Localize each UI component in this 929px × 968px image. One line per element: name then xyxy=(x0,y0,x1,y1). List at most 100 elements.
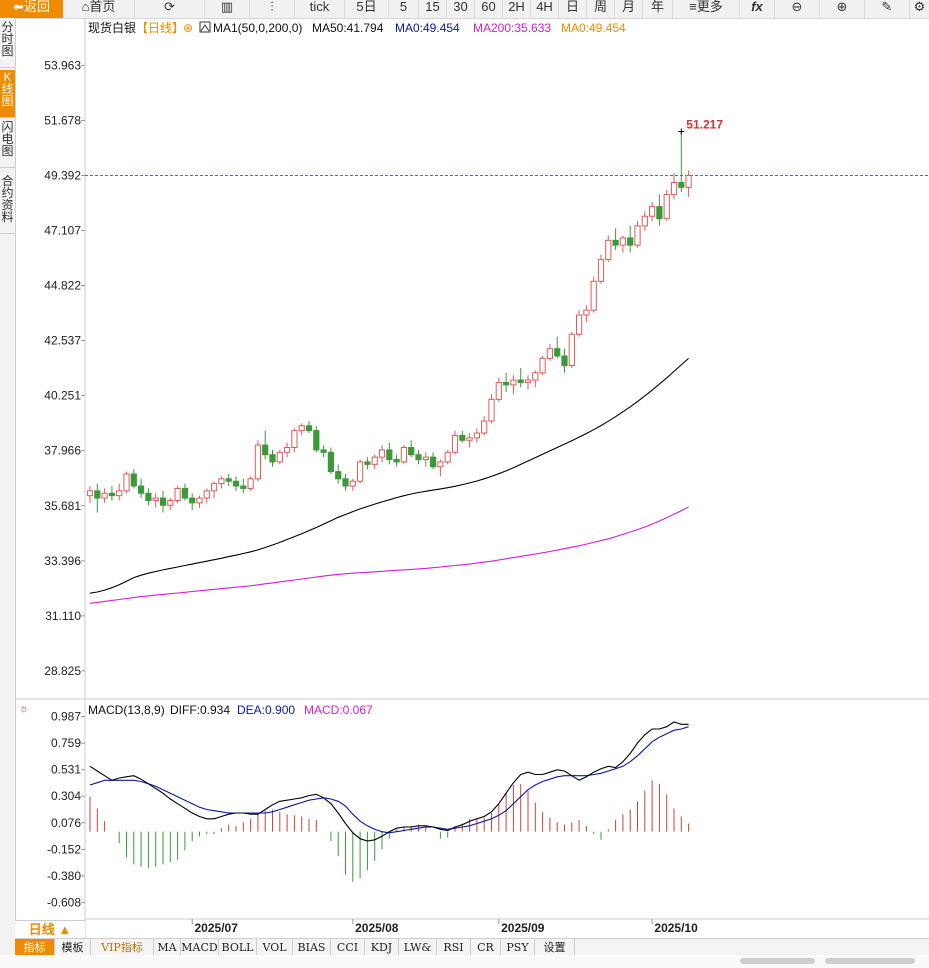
scroll-thumb-left[interactable] xyxy=(740,958,815,964)
tab-vol[interactable]: VOL xyxy=(257,939,293,956)
macd-y-tick-label: 0.304 xyxy=(51,789,81,803)
tab-vip[interactable]: VIP指标 xyxy=(91,939,154,956)
sidebar-item-contract[interactable]: 合约资料 xyxy=(0,174,15,234)
kline-type-button[interactable]: ▥ xyxy=(205,0,250,18)
macd-y-tick-label: 0.759 xyxy=(51,736,81,750)
tab-rsi[interactable]: RSI xyxy=(437,939,471,956)
candle-body xyxy=(116,490,123,497)
candle-body xyxy=(291,430,298,448)
candle xyxy=(685,170,692,197)
tick-button[interactable]: tick xyxy=(295,0,345,18)
period-5d-button[interactable]: 5日 xyxy=(345,0,389,18)
candle-body xyxy=(495,381,502,400)
period-month-button[interactable]: 月 xyxy=(615,0,643,18)
candle-body xyxy=(123,473,130,492)
tab-settings[interactable]: 设置 xyxy=(535,939,575,956)
candle xyxy=(430,452,437,470)
legend-ma0-orange: MA0:49.454 xyxy=(561,21,626,35)
refresh-icon: ⟳ xyxy=(164,0,175,14)
tab-bias[interactable]: BIAS xyxy=(293,939,331,956)
period-year-button[interactable]: 年 xyxy=(643,0,673,18)
formula-button[interactable]: fx xyxy=(740,0,775,18)
candle xyxy=(612,228,619,250)
candle-body xyxy=(473,432,480,439)
period-5-button[interactable]: 5 xyxy=(389,0,419,18)
x-tick-label: 2025/07 xyxy=(195,921,239,935)
candle-body xyxy=(225,478,232,482)
home-button[interactable]: ⌂首页 xyxy=(63,0,135,18)
period-2h-button[interactable]: 2H xyxy=(503,0,531,18)
settings-button[interactable]: ⚙ xyxy=(910,0,929,18)
candle-body xyxy=(576,314,583,335)
more-button[interactable]: ≡更多 xyxy=(673,0,740,18)
candle xyxy=(605,235,612,263)
candle-body xyxy=(342,478,349,487)
tab-indicator[interactable]: 指标 xyxy=(15,939,55,956)
candle-body xyxy=(510,379,517,386)
candle-body xyxy=(437,461,444,468)
candle-body xyxy=(612,239,619,246)
candle xyxy=(181,483,189,501)
period-4h-button[interactable]: 4H xyxy=(531,0,559,18)
candle xyxy=(488,394,495,424)
candle xyxy=(94,483,101,513)
period-selector[interactable]: 日线 ▲ xyxy=(15,920,85,939)
candle-body xyxy=(641,215,648,227)
sidebar-item-kline[interactable]: K线图 xyxy=(0,70,15,118)
tab-ma[interactable]: MA xyxy=(154,939,181,956)
candle-body xyxy=(422,456,429,461)
macd-legend-diff: DIFF:0.934 xyxy=(170,703,230,717)
period-15-button[interactable]: 15 xyxy=(419,0,447,18)
period-day-button[interactable]: 日 xyxy=(559,0,587,18)
candle xyxy=(284,442,291,458)
candle xyxy=(459,430,466,443)
sidebar-item-flash[interactable]: 闪电图 xyxy=(0,120,15,168)
tab-boll[interactable]: BOLL xyxy=(219,939,257,956)
candle xyxy=(240,478,247,494)
y-tick-label: 33.396 xyxy=(44,554,81,568)
candle-body xyxy=(685,174,692,188)
dea-line xyxy=(89,726,689,834)
candle-body xyxy=(298,425,305,432)
candle-body xyxy=(597,259,605,282)
candle-body xyxy=(568,333,575,367)
tab-template[interactable]: 模板 xyxy=(55,939,91,956)
legend-add-icon[interactable]: ⊕ xyxy=(183,21,193,35)
tab-cci[interactable]: CCI xyxy=(331,939,365,956)
sidebar-item-timeshare[interactable]: 分时图 xyxy=(0,20,15,68)
refresh-button[interactable]: ⟳ xyxy=(135,0,205,18)
candle xyxy=(189,493,196,511)
candle-body xyxy=(561,355,568,367)
legend-ma200: MA200:35.633 xyxy=(473,21,551,35)
candle-style-button[interactable]: ⫶ xyxy=(250,0,295,18)
macd-y-tick-label: 0.987 xyxy=(51,710,81,724)
candle-body xyxy=(130,473,137,487)
zoom-out-button[interactable]: ⊖ xyxy=(775,0,820,18)
tab-macd[interactable]: MACD xyxy=(181,939,219,956)
candle-body xyxy=(276,451,283,463)
tab-cr[interactable]: CR xyxy=(471,939,501,956)
candle-body xyxy=(101,492,108,499)
candle xyxy=(649,201,656,222)
candle xyxy=(211,481,218,499)
candle-body xyxy=(327,451,334,473)
candle xyxy=(561,348,568,373)
tab-kdj[interactable]: KDJ xyxy=(365,939,399,956)
macd-settings-icon[interactable]: ☼ xyxy=(19,703,29,715)
period-60-button[interactable]: 60 xyxy=(475,0,503,18)
candle xyxy=(627,225,634,253)
period-30-button[interactable]: 30 xyxy=(447,0,475,18)
draw-tool-button[interactable]: ✎ xyxy=(865,0,910,18)
back-button[interactable]: ⬅返回 xyxy=(0,0,63,18)
period-week-button[interactable]: 周 xyxy=(587,0,615,18)
candle xyxy=(298,423,305,436)
legend-checkbox-icon[interactable] xyxy=(199,21,211,33)
tab-lw[interactable]: LW& xyxy=(399,939,437,956)
candle-body xyxy=(181,487,189,499)
zoom-in-button[interactable]: ⊕ xyxy=(820,0,865,18)
back-arrow-icon: ⬅ xyxy=(13,0,24,14)
tab-psy[interactable]: PSY xyxy=(501,939,535,956)
candle xyxy=(225,473,232,487)
scroll-thumb-right[interactable] xyxy=(825,958,915,964)
